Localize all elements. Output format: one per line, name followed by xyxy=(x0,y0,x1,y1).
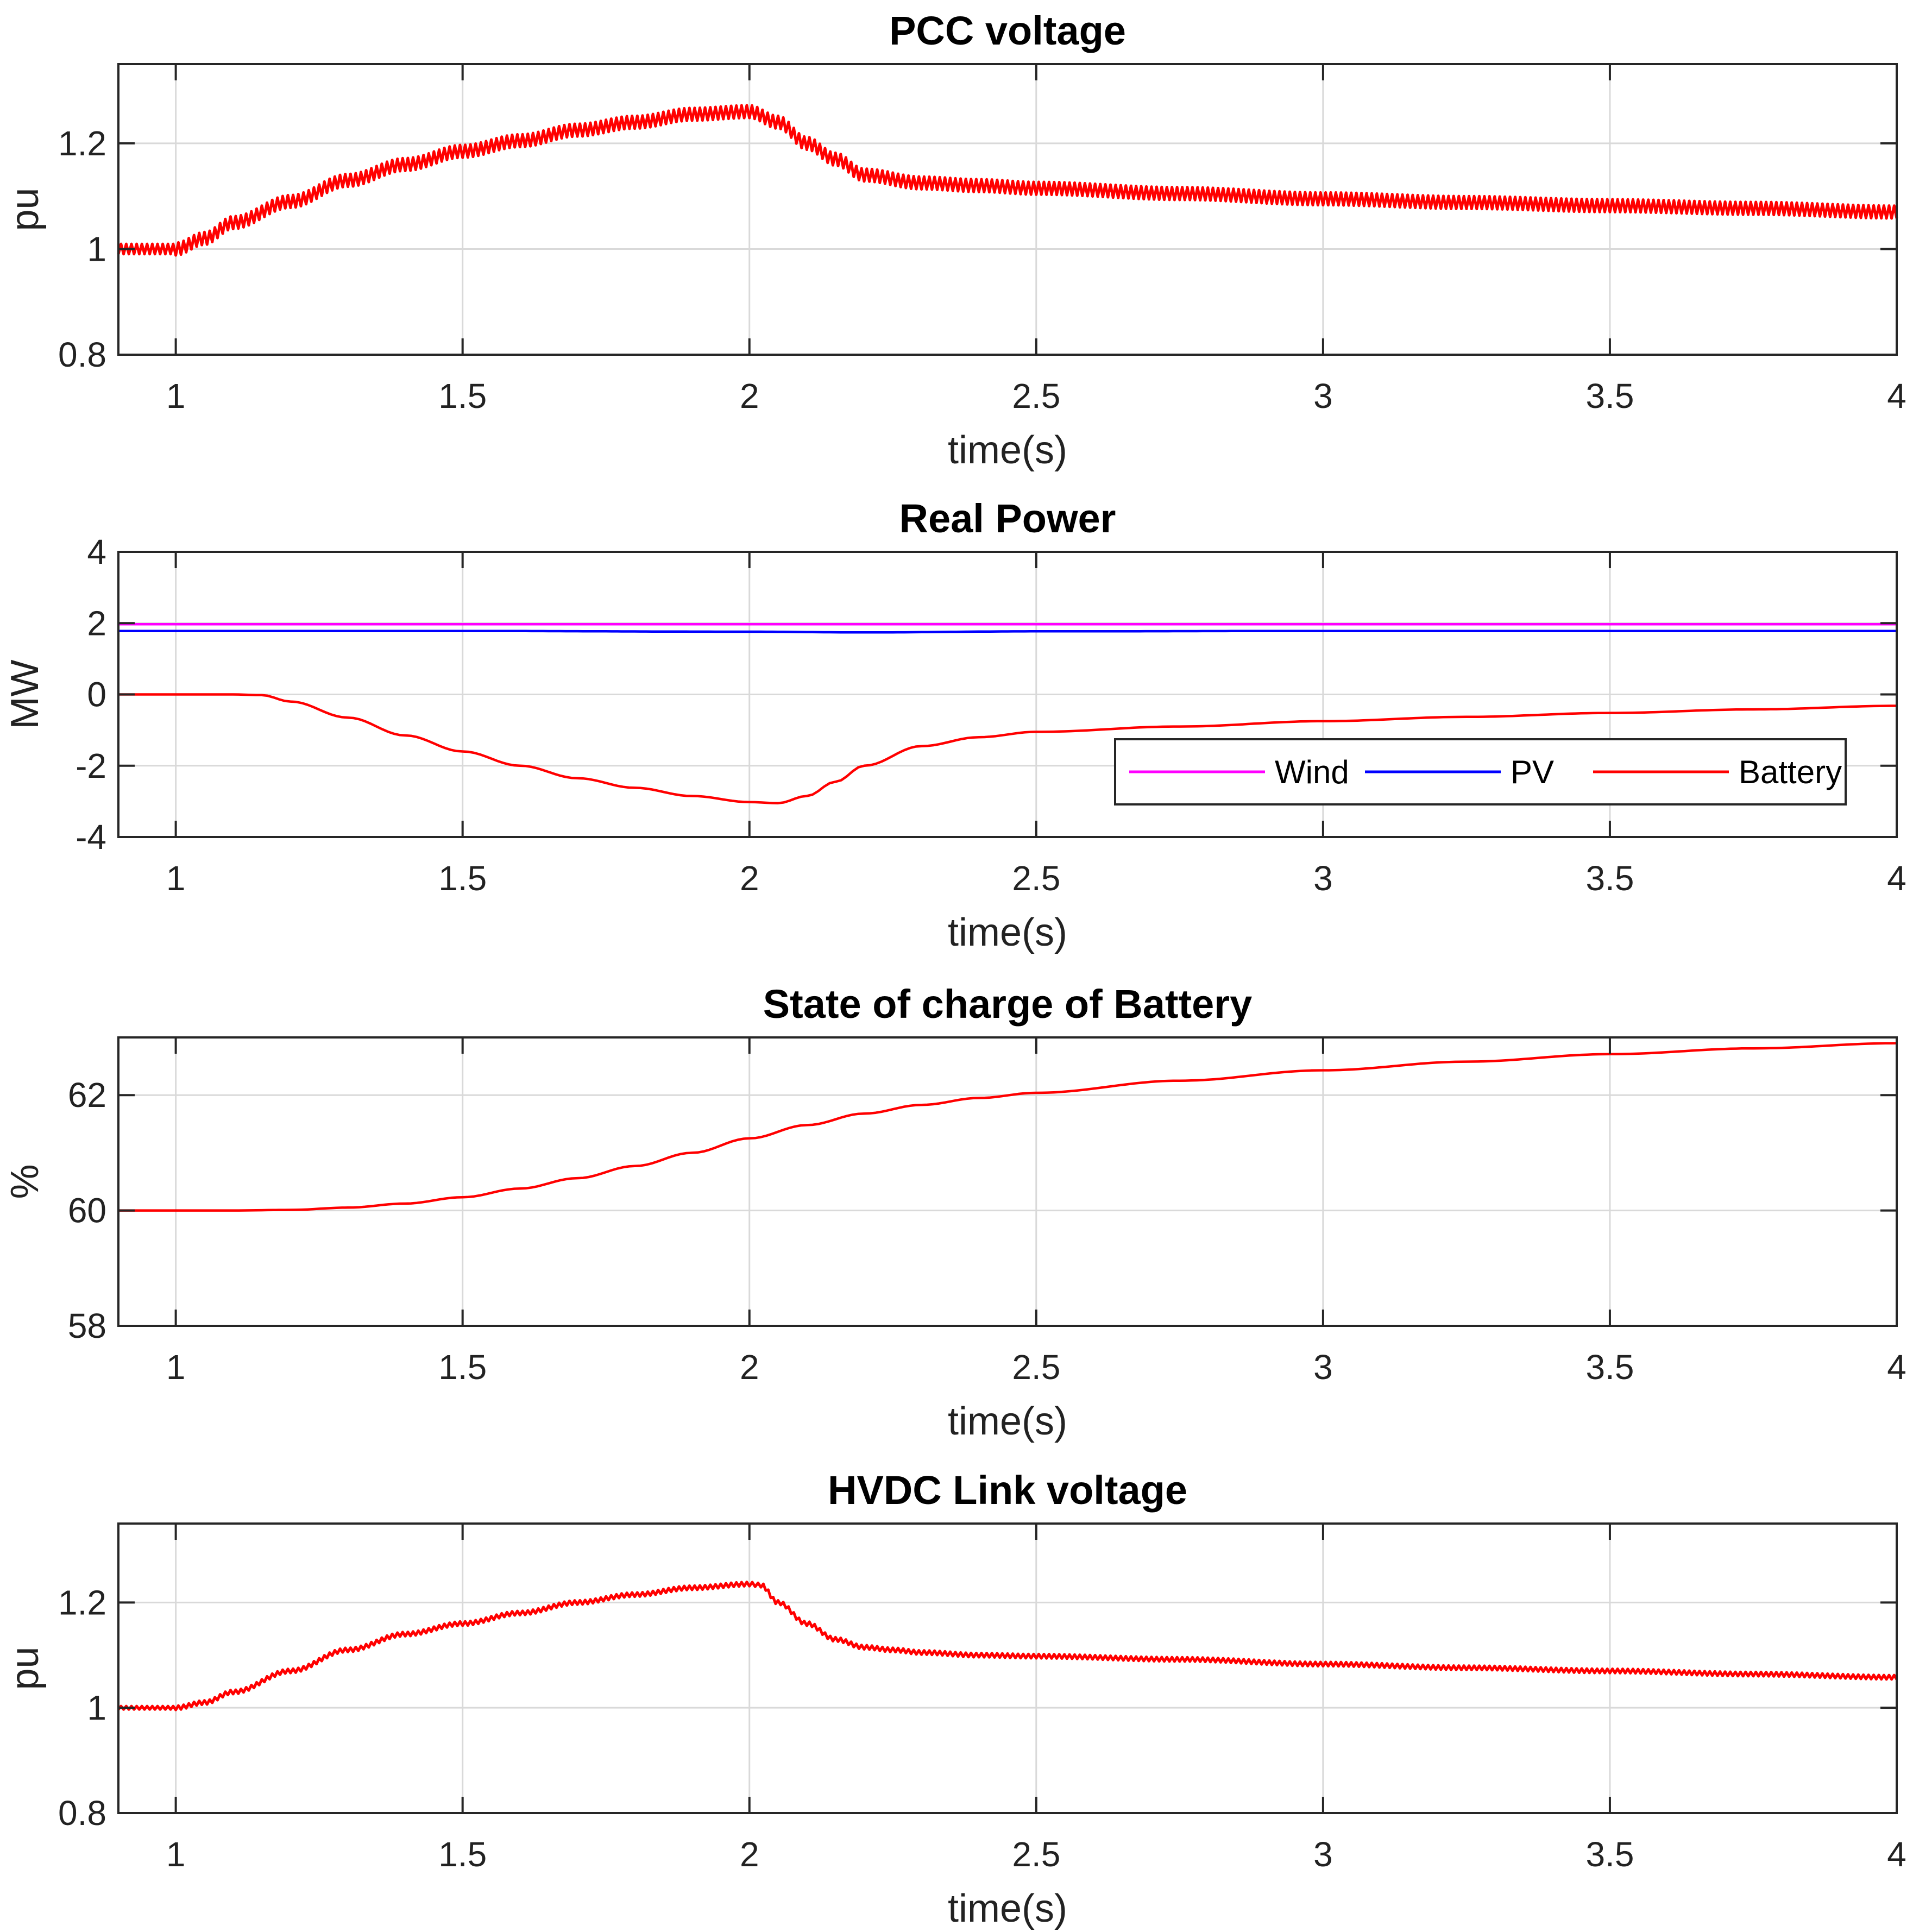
x-tick-label: 4 xyxy=(1887,376,1906,416)
chart-panel-1: 1 1.5 2 2.5 3 3.5 4 0.8 1 1.2 PCC voltage time(s) pu xyxy=(3,8,1906,472)
x-tick-label: 2 xyxy=(740,376,759,416)
x-tick-label: 2.5 xyxy=(1012,859,1060,898)
y-tick-label: 1.2 xyxy=(58,124,106,163)
axes-box xyxy=(117,1522,1898,1814)
x-tick-label: 2.5 xyxy=(1012,376,1060,416)
chart-title: State of charge of Battery xyxy=(763,981,1253,1027)
y-tick-label: -2 xyxy=(75,746,106,785)
x-tick-label: 3 xyxy=(1313,859,1333,898)
y-axis-label: pu xyxy=(3,187,47,231)
y-axis-label: % xyxy=(3,1164,47,1199)
y-tick-label: 1 xyxy=(87,229,106,268)
x-axis-label: time(s) xyxy=(948,1887,1067,1930)
x-tick-label: 1.5 xyxy=(438,1348,487,1387)
chart-title: HVDC Link voltage xyxy=(828,1468,1187,1513)
y-tick-label: -4 xyxy=(75,817,106,857)
chart-panel-4: 1 1.5 2 2.5 3 3.5 4 0.8 1 1.2 HVDC Link voltage tim… xyxy=(3,1468,1906,1930)
chart-panel-2: 1 1.5 2 2.5 3 3.5 4 -4 -2 0 2 4 Real Power time(s) MW W… xyxy=(3,496,1906,954)
series-line-hvdc-link-voltage xyxy=(117,1581,1898,1711)
x-tick-label: 1 xyxy=(166,859,186,898)
x-tick-label: 1 xyxy=(166,1348,186,1387)
x-tick-label: 1 xyxy=(166,1835,186,1874)
x-axis-label: time(s) xyxy=(948,1400,1067,1443)
y-tick-label: 0.8 xyxy=(58,1793,106,1833)
x-tick-label: 1.5 xyxy=(438,376,487,416)
x-tick-label: 4 xyxy=(1887,1348,1906,1387)
y-tick-label: 60 xyxy=(68,1191,106,1230)
series-line-soc xyxy=(118,1042,1897,1212)
x-tick-label: 2 xyxy=(740,1835,759,1874)
legend-label-wind: Wind xyxy=(1275,754,1349,790)
x-tick-label: 2 xyxy=(740,859,759,898)
x-axis-label: time(s) xyxy=(948,429,1067,472)
legend-label-battery: Battery xyxy=(1739,754,1842,790)
y-tick-label: 2 xyxy=(87,603,106,643)
y-axis-label: MW xyxy=(3,659,47,729)
series-line-pv xyxy=(118,630,1897,634)
y-tick-label: 0.8 xyxy=(58,335,106,374)
x-tick-label: 1.5 xyxy=(438,859,487,898)
x-tick-label: 3.5 xyxy=(1585,859,1634,898)
x-tick-label: 2.5 xyxy=(1012,1348,1060,1387)
x-tick-label: 3.5 xyxy=(1585,1835,1634,1874)
y-tick-label: 1.2 xyxy=(58,1583,106,1622)
axes-box xyxy=(117,1036,1898,1327)
x-tick-label: 3 xyxy=(1313,376,1333,416)
x-tick-label: 4 xyxy=(1887,859,1906,898)
chart-title: PCC voltage xyxy=(889,8,1126,53)
chart-panel-3: 1 1.5 2 2.5 3 3.5 4 58 60 62 State of charge of Ba… xyxy=(3,981,1906,1443)
x-tick-label: 1 xyxy=(166,376,186,416)
x-tick-label: 4 xyxy=(1887,1835,1906,1874)
x-axis-label: time(s) xyxy=(948,911,1067,954)
legend: Wind PV Battery xyxy=(1114,738,1847,805)
axes-box xyxy=(117,63,1898,356)
y-tick-label: 58 xyxy=(68,1306,106,1345)
y-tick-label: 4 xyxy=(87,532,106,571)
chart-title: Real Power xyxy=(899,496,1116,541)
x-tick-label: 1.5 xyxy=(438,1835,487,1874)
y-tick-label: 62 xyxy=(68,1075,106,1115)
x-tick-label: 2.5 xyxy=(1012,1835,1060,1874)
legend-label-pv: PV xyxy=(1511,754,1554,790)
plot-area xyxy=(118,1524,1897,1813)
y-axis-label: pu xyxy=(3,1646,47,1690)
x-tick-label: 3.5 xyxy=(1585,1348,1634,1387)
x-tick-label: 3 xyxy=(1313,1835,1333,1874)
series-line-pcc-voltage xyxy=(117,104,1898,257)
x-tick-label: 3 xyxy=(1313,1348,1333,1387)
y-tick-label: 0 xyxy=(87,675,106,714)
plot-area xyxy=(118,1037,1897,1326)
series-line-battery xyxy=(118,693,1897,804)
y-tick-label: 1 xyxy=(87,1688,106,1727)
x-tick-label: 3.5 xyxy=(1585,376,1634,416)
x-tick-label: 2 xyxy=(740,1348,759,1387)
